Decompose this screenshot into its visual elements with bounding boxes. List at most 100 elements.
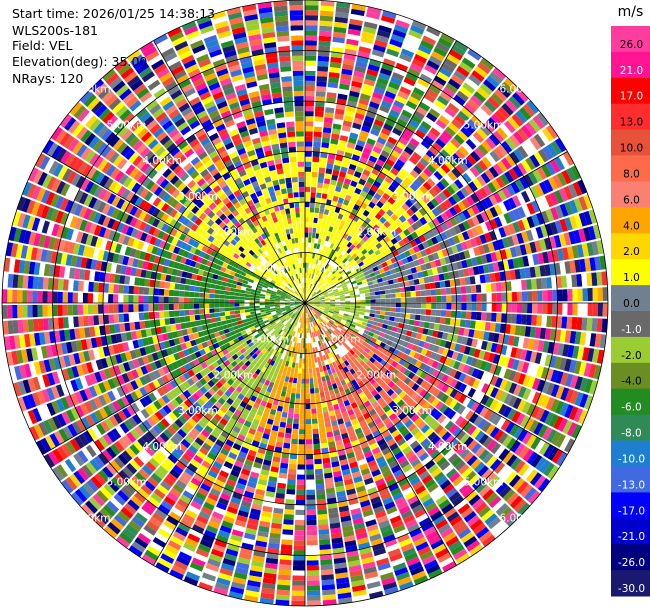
- range-gate: [398, 239, 406, 247]
- range-gate: [335, 252, 341, 258]
- range-gate: [364, 115, 375, 124]
- ray: [305, 209, 598, 303]
- range-gate: [305, 368, 309, 374]
- range-gate: [317, 519, 329, 525]
- range-gate: [306, 333, 309, 339]
- range-gate: [317, 417, 324, 424]
- range-gate: [334, 295, 340, 299]
- range-gate: [427, 211, 436, 220]
- range-gate: [517, 145, 529, 159]
- range-gate: [309, 217, 314, 223]
- range-gate: [311, 268, 314, 274]
- range-gate: [308, 283, 312, 289]
- range-gate: [324, 296, 330, 299]
- range-gate: [318, 35, 332, 42]
- range-gate: [385, 158, 395, 167]
- range-gate: [388, 320, 394, 326]
- range-gate: [305, 388, 310, 394]
- range-gate: [335, 304, 341, 307]
- range-gate: [357, 195, 365, 202]
- range-gate: [491, 303, 497, 312]
- range-gate: [317, 218, 323, 224]
- range-gate: [512, 221, 521, 233]
- range-gate: [532, 115, 545, 130]
- range-gate: [375, 114, 386, 123]
- range-gate: [454, 278, 461, 287]
- range-gate: [362, 186, 370, 194]
- range-gate: [497, 261, 505, 271]
- range-gate: [374, 310, 381, 315]
- range-gate: [395, 95, 407, 105]
- range-gate: [351, 270, 358, 275]
- range-gate: [353, 149, 362, 157]
- range-gate: [323, 291, 328, 295]
- range-gate: [398, 154, 408, 164]
- range-gate: [355, 305, 361, 309]
- range-gate: [591, 241, 599, 256]
- range-gate: [319, 366, 324, 373]
- range-gate: [449, 279, 456, 287]
- range-gate: [305, 398, 311, 405]
- range-gate: [388, 184, 397, 193]
- range-gate: [333, 211, 339, 218]
- range-gate: [354, 275, 361, 281]
- range-gate: [487, 96, 500, 109]
- range-gate: [296, 494, 305, 500]
- range-gate: [428, 84, 441, 95]
- range-gate: [318, 249, 322, 255]
- range-gate: [457, 233, 465, 243]
- range-gate: [309, 383, 314, 389]
- range-gate: [392, 127, 403, 137]
- range-gate: [379, 290, 386, 295]
- range-gate: [322, 234, 327, 241]
- range-gate: [439, 91, 452, 102]
- range-gate: [347, 284, 353, 289]
- range-gate: [436, 224, 444, 234]
- range-gate: [377, 264, 384, 270]
- range-gate: [522, 103, 536, 118]
- range-gate: [327, 279, 333, 284]
- range-gate: [524, 267, 531, 279]
- range-gate: [319, 244, 324, 251]
- range-gate: [353, 285, 359, 290]
- range-gate: [305, 353, 308, 359]
- range-gate: [337, 176, 345, 183]
- range-gate: [307, 338, 310, 344]
- range-gate: [371, 197, 379, 205]
- range-gate: [414, 147, 425, 157]
- range-gate: [335, 11, 349, 19]
- range-gate: [339, 296, 346, 300]
- range-gate: [394, 24, 409, 34]
- range-gate: [326, 199, 332, 206]
- range-gate: [305, 293, 307, 299]
- range-gate: [378, 132, 389, 141]
- range-gate: [454, 114, 466, 126]
- range-gate: [455, 164, 465, 175]
- range-gate: [305, 403, 311, 410]
- range-gate: [306, 575, 320, 581]
- range-gate: [540, 196, 550, 209]
- range-gate: [457, 201, 467, 211]
- range-gate: [291, 590, 305, 596]
- range-gate: [465, 311, 472, 320]
- range-gate: [461, 231, 470, 241]
- range-gate: [305, 429, 312, 435]
- range-gate: [291, 362, 296, 368]
- range-gate: [315, 259, 319, 265]
- range-gate: [433, 46, 448, 58]
- range-gate: [308, 288, 312, 294]
- range-gate: [311, 418, 318, 424]
- range-gate: [320, 203, 326, 209]
- range-gate: [345, 228, 352, 235]
- range-gate: [355, 61, 368, 69]
- range-gate: [301, 338, 304, 344]
- range-gate: [312, 263, 316, 269]
- range-gate: [355, 249, 361, 256]
- range-gate: [505, 248, 513, 259]
- range-gate: [393, 163, 402, 172]
- range-gate: [305, 373, 309, 379]
- range-gate: [326, 97, 336, 104]
- range-gate: [550, 140, 562, 155]
- range-gate: [420, 309, 426, 315]
- range-gate: [364, 142, 374, 151]
